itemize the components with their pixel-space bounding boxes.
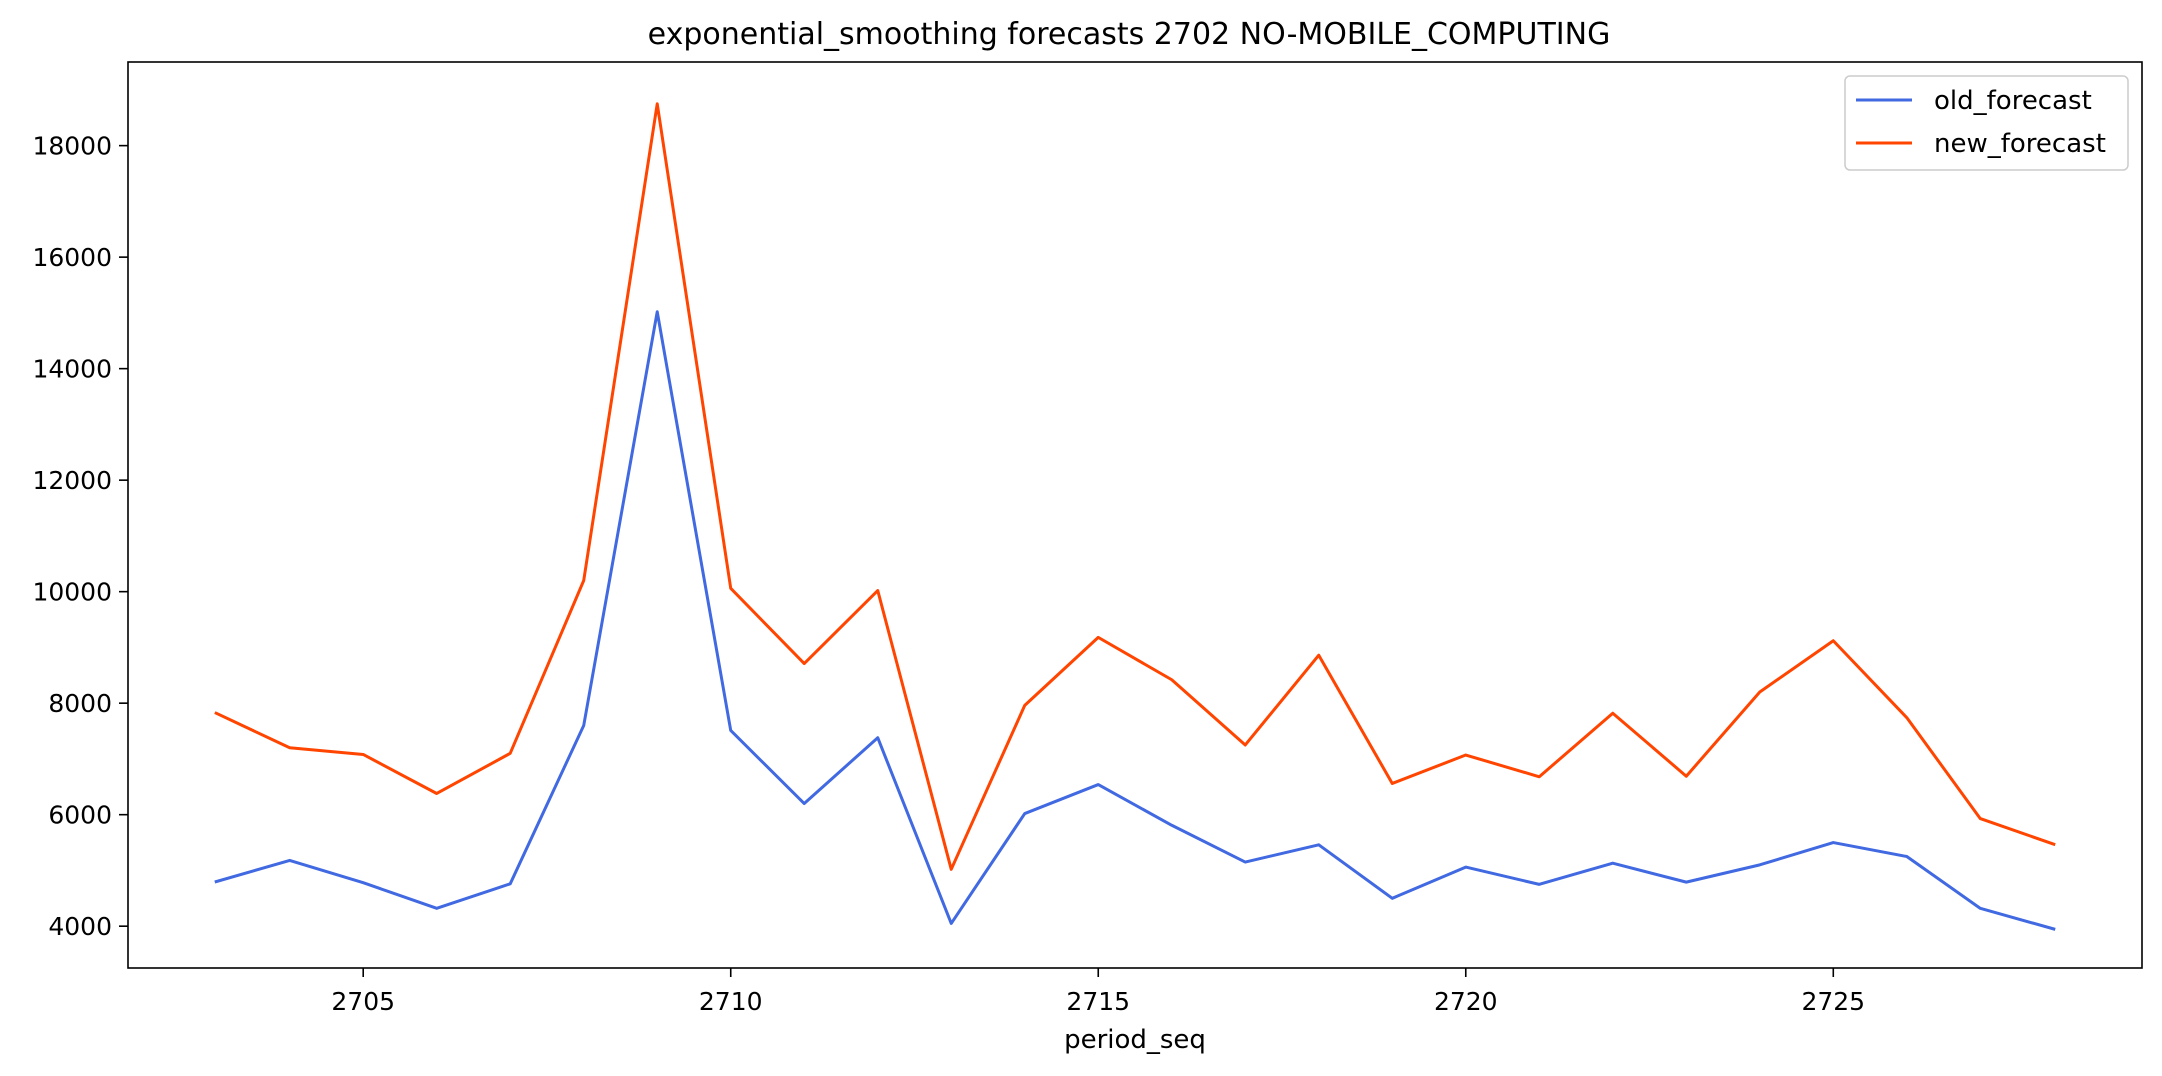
- plot-frame: [127, 61, 2143, 969]
- y-tick-label: 10000: [32, 578, 112, 607]
- series-line-old_forecast: [214, 310, 2056, 931]
- y-tick-label: 16000: [32, 243, 112, 272]
- chart-title: exponential_smoothing forecasts 2702 NO-…: [648, 17, 1611, 52]
- y-axis: 4000 6000 8000 10000 12000 14000 16000 18000: [32, 132, 128, 941]
- y-tick-label: 14000: [32, 355, 112, 384]
- y-tick-label: 8000: [48, 689, 112, 718]
- y-tick-label: 4000: [48, 912, 112, 941]
- x-axis-label: period_seq: [1064, 1025, 1206, 1055]
- y-tick-label: 18000: [32, 132, 112, 161]
- plot-area: 4000 6000 8000 10000 12000 14000 16000 18000 27…: [32, 61, 2143, 1016]
- y-tick-label: 12000: [32, 466, 112, 495]
- legend-label-new_forecast: new_forecast: [1934, 129, 2106, 159]
- x-tick-label: 2720: [1434, 987, 1498, 1016]
- x-tick-label: 2710: [699, 987, 763, 1016]
- x-tick-label: 2715: [1066, 987, 1130, 1016]
- x-axis: 2705 2710 2715 2720 2725: [331, 968, 1865, 1016]
- series-lines: [214, 102, 2056, 931]
- y-tick-label: 6000: [48, 801, 112, 830]
- legend: old_forecast new_forecast: [1844, 75, 2129, 171]
- x-tick-label: 2725: [1801, 987, 1865, 1016]
- series-line-new_forecast: [214, 102, 2056, 871]
- x-tick-label: 2705: [331, 987, 395, 1016]
- legend-label-old_forecast: old_forecast: [1934, 86, 2092, 116]
- legend-box: [1844, 75, 2129, 171]
